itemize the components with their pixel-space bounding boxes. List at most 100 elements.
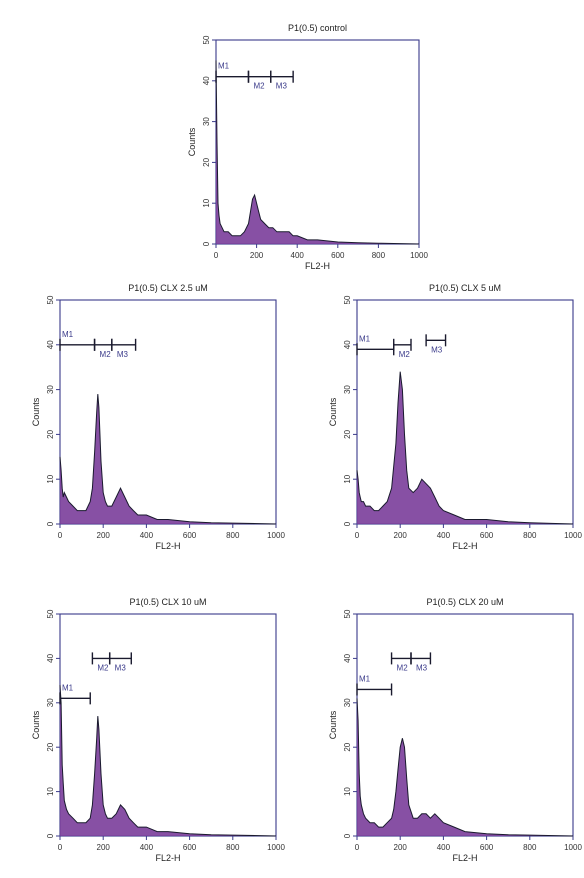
x-tick-label: 0 xyxy=(355,843,360,852)
histogram-outline xyxy=(59,684,277,837)
x-tick-label: 1000 xyxy=(267,531,285,540)
x-tick-label: 600 xyxy=(480,531,494,540)
histogram-panel: P1(0.5) CLX 20 uM 0 200 400 600 800 1000 0 10 20 3… xyxy=(328,597,582,863)
region-marker-m3: M3 xyxy=(425,334,447,354)
x-tick-label: 800 xyxy=(226,531,240,540)
y-tick-label: 30 xyxy=(46,385,55,394)
x-tick-label: 800 xyxy=(523,843,537,852)
y-tick-label: 20 xyxy=(202,157,211,166)
y-tick-label: 40 xyxy=(202,76,211,85)
histogram-outline xyxy=(59,394,277,525)
histogram-outline xyxy=(356,371,574,525)
x-tick-label: 600 xyxy=(183,531,197,540)
region-marker-m3: M3 xyxy=(270,70,294,91)
x-tick-label: 600 xyxy=(331,251,345,260)
marker-label: M1 xyxy=(218,62,230,71)
y-tick-label: 50 xyxy=(46,295,55,304)
y-tick-label: 10 xyxy=(202,198,211,207)
y-tick-label: 10 xyxy=(343,787,352,796)
y-tick-label: 0 xyxy=(202,241,211,246)
panel-title: P1(0.5) control xyxy=(288,23,347,33)
panel-title: P1(0.5) CLX 10 uM xyxy=(129,597,206,607)
y-tick-label: 50 xyxy=(343,295,352,304)
histogram-panel: P1(0.5) CLX 2.5 uM 0 200 400 600 800 1000 0 10 20… xyxy=(31,283,285,551)
marker-label: M2 xyxy=(100,350,112,359)
region-marker-m1: M1 xyxy=(59,683,91,705)
x-tick-label: 800 xyxy=(226,843,240,852)
y-tick-label: 0 xyxy=(343,521,352,526)
y-tick-label: 40 xyxy=(343,653,352,662)
x-axis-label: FL2-H xyxy=(155,853,180,863)
x-tick-label: 400 xyxy=(437,843,451,852)
x-tick-label: 400 xyxy=(437,531,451,540)
histogram-panel: P1(0.5) control 0 200 400 600 800 1000 0 10 20 30 4… xyxy=(187,23,428,271)
marker-label: M1 xyxy=(62,683,74,692)
marker-label: M3 xyxy=(115,663,127,672)
marker-label: M2 xyxy=(397,663,409,672)
histogram-panel: P1(0.5) CLX 10 uM 0 200 400 600 800 1000 0 10 20 3… xyxy=(31,597,285,863)
histogram-area xyxy=(357,698,573,836)
marker-label: M3 xyxy=(276,82,288,91)
y-tick-label: 50 xyxy=(46,609,55,618)
plot-frame xyxy=(356,613,574,837)
y-tick-label: 20 xyxy=(46,742,55,751)
region-marker-m3: M3 xyxy=(111,338,137,359)
x-tick-label: 400 xyxy=(140,531,154,540)
x-tick-label: 0 xyxy=(355,531,360,540)
y-tick-label: 0 xyxy=(46,833,55,838)
y-tick-label: 40 xyxy=(46,340,55,349)
y-axis-label: Counts xyxy=(31,710,41,739)
histogram-outline xyxy=(356,698,574,837)
marker-label: M2 xyxy=(399,350,411,359)
x-tick-label: 1000 xyxy=(564,843,582,852)
x-tick-label: 1000 xyxy=(267,843,285,852)
y-axis-label: Counts xyxy=(187,127,197,156)
x-tick-label: 800 xyxy=(372,251,386,260)
y-axis-label: Counts xyxy=(31,397,41,426)
panel-title: P1(0.5) CLX 5 uM xyxy=(429,283,501,293)
y-tick-label: 50 xyxy=(343,609,352,618)
x-tick-label: 600 xyxy=(480,843,494,852)
region-marker-m1: M1 xyxy=(356,674,393,696)
x-tick-label: 600 xyxy=(183,843,197,852)
y-tick-label: 40 xyxy=(343,340,352,349)
y-axis-label: Counts xyxy=(328,710,338,739)
y-tick-label: 50 xyxy=(202,35,211,44)
x-axis-label: FL2-H xyxy=(155,541,180,551)
x-tick-label: 200 xyxy=(97,843,111,852)
x-tick-label: 0 xyxy=(58,843,63,852)
marker-label: M3 xyxy=(431,345,443,354)
y-tick-label: 30 xyxy=(343,698,352,707)
x-axis-label: FL2-H xyxy=(452,853,477,863)
marker-label: M3 xyxy=(416,663,428,672)
x-tick-label: 400 xyxy=(291,251,305,260)
panel-title: P1(0.5) CLX 2.5 uM xyxy=(128,283,208,293)
y-tick-label: 30 xyxy=(46,698,55,707)
y-tick-label: 30 xyxy=(202,117,211,126)
y-tick-label: 10 xyxy=(343,474,352,483)
marker-label: M2 xyxy=(253,82,265,91)
x-tick-label: 1000 xyxy=(564,531,582,540)
panel-title: P1(0.5) CLX 20 uM xyxy=(426,597,503,607)
x-tick-label: 200 xyxy=(394,843,408,852)
y-tick-label: 0 xyxy=(343,833,352,838)
histogram-outline xyxy=(215,60,420,245)
x-tick-label: 200 xyxy=(394,531,408,540)
x-tick-label: 800 xyxy=(523,531,537,540)
region-marker-m3: M3 xyxy=(410,652,432,672)
region-marker-m2: M2 xyxy=(393,338,412,359)
y-tick-label: 20 xyxy=(343,429,352,438)
marker-label: M1 xyxy=(359,334,371,343)
x-axis-label: FL2-H xyxy=(305,261,330,271)
y-axis-label: Counts xyxy=(328,397,338,426)
x-tick-label: 200 xyxy=(250,251,264,260)
histogram-area xyxy=(357,371,573,524)
plot-frame xyxy=(356,299,574,525)
y-tick-label: 20 xyxy=(343,742,352,751)
y-tick-label: 10 xyxy=(46,474,55,483)
y-tick-label: 30 xyxy=(343,385,352,394)
plot-frame xyxy=(215,39,420,245)
x-axis-label: FL2-H xyxy=(452,541,477,551)
histogram-panel: P1(0.5) CLX 5 uM 0 200 400 600 800 1000 0 10 20 30… xyxy=(328,283,582,551)
